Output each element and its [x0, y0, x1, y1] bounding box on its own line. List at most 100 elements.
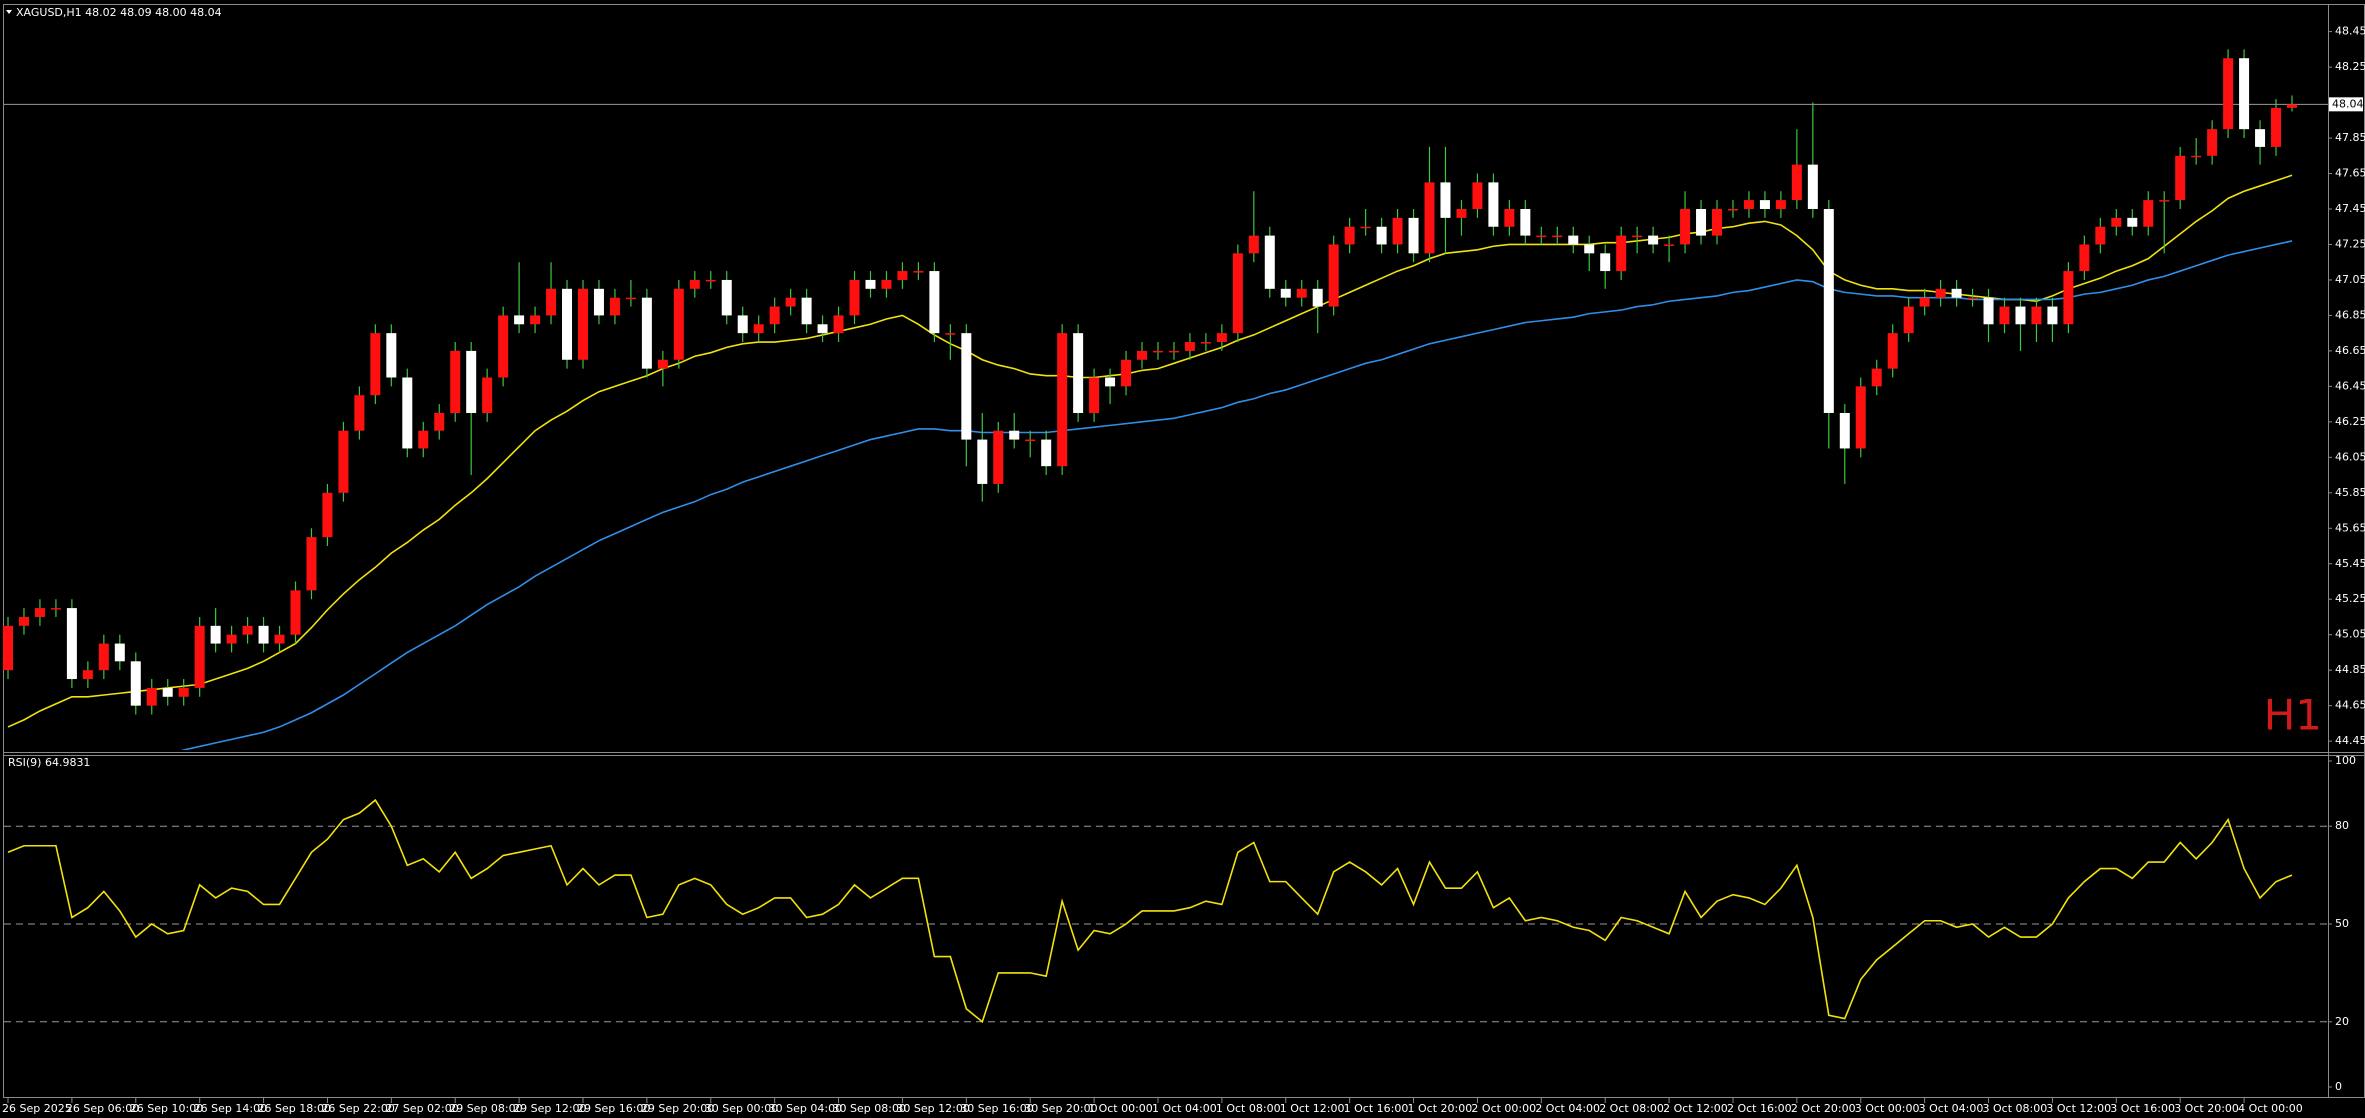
candle-body: [370, 333, 381, 396]
candle-body: [625, 297, 636, 300]
candle-body: [1184, 342, 1195, 351]
candle-body: [1999, 306, 2010, 325]
candle-body: [1871, 368, 1882, 387]
candle-body: [258, 625, 269, 644]
candle-body: [354, 395, 365, 431]
x-tick-label: 1 Oct 08:00: [1216, 1102, 1281, 1115]
candle-body: [1280, 288, 1291, 298]
candle-body: [689, 279, 700, 289]
candle-body: [434, 412, 445, 431]
collapse-icon[interactable]: [6, 10, 12, 14]
bid-label: 48.04: [2332, 97, 2364, 110]
candle-body: [1600, 253, 1611, 272]
candle-body: [2095, 226, 2106, 245]
candle-body: [2207, 129, 2218, 156]
candle-body: [1089, 377, 1100, 413]
x-tick-label: 1 Oct 00:00: [1088, 1102, 1153, 1115]
candle-body: [1903, 306, 1914, 334]
candle-body: [1696, 208, 1707, 236]
candle-body: [130, 661, 141, 706]
candle-body: [641, 297, 652, 369]
candle-body: [721, 279, 732, 316]
candle-body: [1791, 164, 1802, 201]
candle-body: [1232, 253, 1243, 334]
candle-body: [753, 324, 764, 334]
candle-body: [1839, 412, 1850, 449]
candle-body: [1376, 226, 1387, 245]
candle-body: [3, 625, 13, 671]
x-tick-label: 26 Sep 18:00: [258, 1102, 331, 1115]
y-tick-label: 45.25: [2335, 592, 2365, 605]
candle-body: [98, 643, 109, 671]
candle-body: [402, 377, 413, 449]
candle-body: [290, 590, 301, 635]
candle-body: [50, 608, 61, 610]
candle-body: [2271, 107, 2282, 147]
candle-body: [1775, 200, 1786, 209]
rsi-tick-label: 100: [2335, 754, 2356, 767]
candle-body: [1296, 288, 1307, 298]
candle-body: [785, 297, 796, 307]
x-tick-label: 2 Oct 08:00: [1599, 1102, 1664, 1115]
x-tick-label: 2 Oct 20:00: [1791, 1102, 1856, 1115]
candle-body: [2079, 244, 2090, 272]
candle-body: [2239, 58, 2250, 130]
y-tick-label: 45.85: [2335, 486, 2365, 499]
timeframe-watermark: H1: [2264, 691, 2322, 740]
x-tick-label: 29 Sep 16:00: [577, 1102, 650, 1115]
x-tick-label: 2 Oct 16:00: [1727, 1102, 1792, 1115]
y-tick-label: 47.45: [2335, 202, 2365, 215]
moving-average-line: [7, 174, 2293, 728]
rsi-line: [7, 798, 2293, 1024]
y-tick-label: 45.65: [2335, 521, 2365, 534]
candle-body: [1073, 333, 1084, 413]
x-tick-label: 3 Oct 00:00: [1855, 1102, 1920, 1115]
candle-body: [1552, 235, 1563, 238]
candle-body: [1712, 208, 1723, 236]
candle-body: [913, 271, 924, 273]
candle-body: [1456, 208, 1467, 218]
y-tick-label: 44.45: [2335, 734, 2365, 747]
candle-body: [162, 687, 173, 697]
y-tick-label: 47.65: [2335, 167, 2365, 180]
candle-body: [1312, 288, 1323, 307]
x-tick-label: 1 Oct 20:00: [1408, 1102, 1473, 1115]
plot-layer: 48.45 48.25 47.85 47.65 47.45 47.25 47.05 46.85…: [2, 25, 2365, 1115]
candle-body: [609, 297, 620, 316]
x-tick-label: 3 Oct 20:00: [2174, 1102, 2239, 1115]
y-tick-label: 46.45: [2335, 379, 2365, 392]
candle-body: [338, 430, 349, 493]
candle-body: [1057, 333, 1068, 467]
candle-body: [705, 279, 716, 282]
candle-body: [1408, 217, 1419, 254]
candle-body: [1664, 244, 1675, 246]
candle-body: [178, 687, 189, 697]
candle-body: [1632, 235, 1643, 238]
candle-body: [146, 687, 157, 706]
rsi-tick-label: 50: [2335, 917, 2349, 930]
candle-body: [1743, 200, 1754, 209]
x-tick-label: 3 Oct 08:00: [1983, 1102, 2048, 1115]
x-tick-label: 30 Sep 20:00: [1024, 1102, 1097, 1115]
candle-body: [1823, 208, 1834, 413]
candle-body: [1121, 359, 1132, 387]
x-tick-label: 26 Sep 22:00: [321, 1102, 394, 1115]
candle-body: [114, 643, 125, 662]
candle-body: [514, 315, 525, 325]
candle-body: [18, 616, 29, 626]
candle-body: [562, 288, 573, 360]
candle-body: [1536, 235, 1547, 238]
x-tick-label: 27 Sep 02:00: [385, 1102, 458, 1115]
candle-body: [801, 297, 812, 325]
x-tick-label: 29 Sep 12:00: [513, 1102, 586, 1115]
candle-body: [322, 492, 333, 538]
candle-body: [945, 333, 956, 335]
bid-label-box: [2329, 97, 2363, 112]
candle-body: [865, 279, 876, 289]
candle-body: [1105, 377, 1116, 387]
x-tick-label: 30 Sep 04:00: [769, 1102, 842, 1115]
x-tick-label: 30 Sep 16:00: [960, 1102, 1033, 1115]
candle-body: [1472, 182, 1483, 209]
y-tick-label: 46.25: [2335, 415, 2365, 428]
candle-body: [2127, 217, 2138, 227]
